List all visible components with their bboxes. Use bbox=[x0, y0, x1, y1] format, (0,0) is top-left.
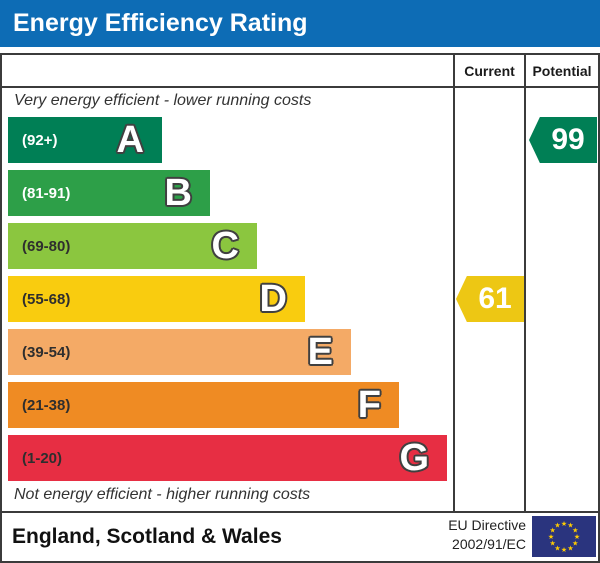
potential-column-divider bbox=[524, 55, 526, 511]
potential-column-header: Potential bbox=[532, 62, 592, 79]
svg-text:★: ★ bbox=[561, 546, 567, 554]
header-divider bbox=[2, 86, 598, 88]
svg-text:★: ★ bbox=[561, 520, 567, 528]
svg-text:★: ★ bbox=[550, 540, 556, 548]
current-column-header: Current bbox=[464, 62, 515, 79]
svg-text:★: ★ bbox=[567, 522, 573, 530]
svg-text:★: ★ bbox=[572, 540, 578, 548]
band-a-range: (92+) bbox=[22, 131, 58, 149]
band-b-range: (81-91) bbox=[22, 184, 71, 202]
rating-table: Current Potential Very energy efficient … bbox=[0, 53, 600, 563]
band-c-letter: C bbox=[211, 225, 239, 267]
svg-text:★: ★ bbox=[550, 527, 556, 535]
band-d-range: (55-68) bbox=[22, 290, 71, 308]
eu-directive-line1: EU Directive bbox=[448, 517, 526, 533]
top-caption: Very energy efficient - lower running co… bbox=[14, 92, 312, 109]
band-e: (39-54) E bbox=[8, 329, 351, 375]
svg-text:★: ★ bbox=[548, 533, 554, 541]
current-column-divider bbox=[453, 55, 455, 511]
eu-directive-line2: 2002/91/EC bbox=[452, 536, 526, 552]
potential-rating-arrow: 99 bbox=[529, 117, 597, 163]
band-b-letter: B bbox=[164, 172, 192, 214]
band-g-letter: G bbox=[399, 437, 429, 479]
band-d: (55-68) D bbox=[8, 276, 305, 322]
page-title: Energy Efficiency Rating bbox=[13, 9, 308, 37]
band-a: (92+) A bbox=[8, 117, 162, 163]
eu-directive-label: EU Directive 2002/91/EC bbox=[448, 516, 526, 554]
band-e-letter: E bbox=[307, 331, 333, 373]
bottom-caption: Not energy efficient - higher running co… bbox=[14, 486, 311, 503]
svg-text:★: ★ bbox=[574, 533, 580, 541]
band-f: (21-38) F bbox=[8, 382, 399, 428]
band-f-range: (21-38) bbox=[22, 396, 71, 414]
band-f-letter: F bbox=[357, 384, 381, 426]
region-label: England, Scotland & Wales bbox=[12, 525, 282, 548]
svg-text:★: ★ bbox=[572, 527, 578, 535]
svg-text:★: ★ bbox=[554, 522, 560, 530]
band-g: (1-20) G bbox=[8, 435, 447, 481]
svg-text:★: ★ bbox=[567, 544, 573, 552]
footer-divider bbox=[2, 511, 598, 513]
band-d-letter: D bbox=[259, 278, 287, 320]
band-e-range: (39-54) bbox=[22, 343, 71, 361]
band-g-range: (1-20) bbox=[22, 449, 63, 467]
band-c: (69-80) C bbox=[8, 223, 257, 269]
title-bar: Energy Efficiency Rating bbox=[0, 0, 600, 47]
current-rating-arrow: 61 bbox=[456, 276, 524, 322]
band-a-letter: A bbox=[116, 119, 144, 161]
band-c-range: (69-80) bbox=[22, 237, 71, 255]
band-b: (81-91) B bbox=[8, 170, 210, 216]
svg-text:★: ★ bbox=[554, 544, 560, 552]
eu-flag-icon: ★ ★ ★ ★ ★ ★ ★ ★ ★ ★ ★ ★ bbox=[532, 516, 596, 557]
